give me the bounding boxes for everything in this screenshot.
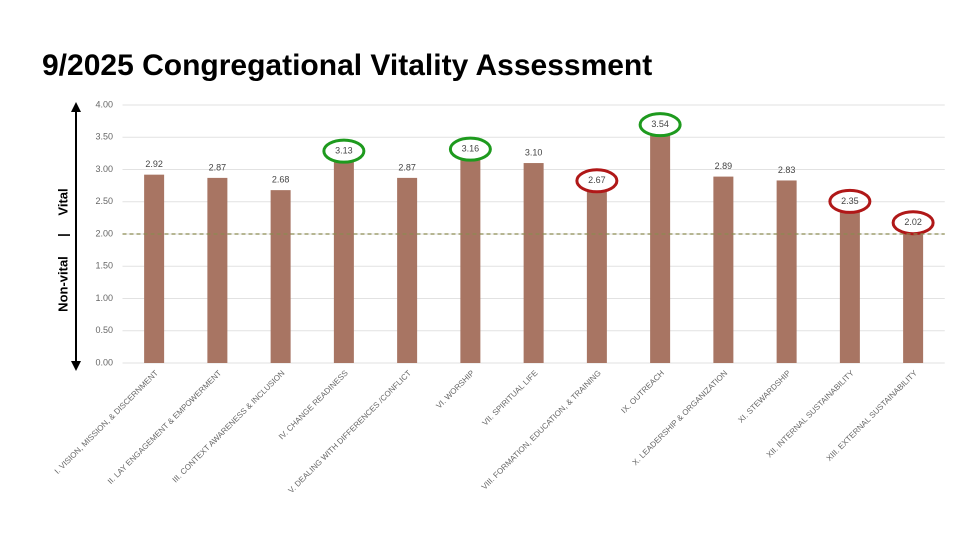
x-tick-label: VII. SPIRITUAL LIFE <box>481 369 540 428</box>
x-tick-label: VI. WORSHIP <box>434 369 476 411</box>
bar <box>903 232 924 363</box>
x-tick-label: II. LAY ENGAGEMENT & EMPOWERMENT <box>106 368 223 485</box>
highlight-circle <box>575 168 619 194</box>
value-label: 2.83 <box>778 165 796 175</box>
value-label: 2.87 <box>398 162 416 172</box>
y-tick-label: 3.50 <box>95 132 113 142</box>
y-tick-label: 0.00 <box>95 357 113 367</box>
value-label: 3.13 <box>335 145 353 155</box>
y-tick-label: 0.50 <box>95 325 113 335</box>
bar <box>713 176 734 363</box>
bar <box>144 174 165 363</box>
bar <box>586 190 607 363</box>
bar <box>523 163 544 363</box>
x-tick-label: III. CONTEXT AWARENESS & INCLUSION <box>171 368 287 484</box>
bar <box>460 159 481 363</box>
y-tick-label: 1.50 <box>95 261 113 271</box>
highlight-circle <box>638 112 682 138</box>
value-label: 2.35 <box>841 196 859 206</box>
value-label: 2.67 <box>588 175 606 185</box>
x-tick-label: IV. CHANGE READINESS <box>277 369 350 442</box>
bar <box>207 177 228 363</box>
y-tick-label: 4.00 <box>95 99 113 109</box>
bar <box>839 211 860 363</box>
zone-separator: | <box>55 233 70 237</box>
value-label: 2.92 <box>145 159 163 169</box>
y-tick-label: 2.00 <box>95 228 113 238</box>
y-tick-label: 1.00 <box>95 293 113 303</box>
bar <box>397 177 418 363</box>
bar <box>270 190 291 363</box>
value-label: 2.89 <box>715 161 733 171</box>
value-label: 2.87 <box>209 162 227 172</box>
chart-title: 9/2025 Congregational Vitality Assessmen… <box>42 49 652 82</box>
zone-upper-label: Vital <box>55 188 70 215</box>
zone-arrow <box>71 102 81 371</box>
highlight-circle <box>322 138 366 164</box>
x-tick-label: VIII. FORMATION, EDUCATION, & TRAINING <box>480 369 603 492</box>
highlight-circle <box>448 136 492 162</box>
value-label: 3.10 <box>525 147 543 157</box>
bar <box>776 180 797 363</box>
value-label: 2.68 <box>272 175 290 185</box>
x-tick-label: IX. OUTREACH <box>619 368 666 415</box>
value-label: 2.02 <box>904 217 922 227</box>
value-label: 3.16 <box>462 144 480 154</box>
highlight-circle <box>891 210 935 236</box>
bar <box>333 161 354 363</box>
value-label: 3.54 <box>651 119 669 129</box>
x-tick-label: V. DEALING WITH DIFFERENCES /CONFLICT <box>286 368 413 495</box>
zone-lower-label: Non-vital <box>55 256 70 312</box>
y-tick-label: 2.50 <box>95 196 113 206</box>
x-tick-label: I. VISION, MISSION, & DISCERNMENT <box>53 368 160 475</box>
highlight-circle <box>828 188 872 214</box>
y-tick-label: 3.00 <box>95 164 113 174</box>
bar <box>650 134 671 363</box>
x-tick-label: XI. STEWARDSHIP <box>736 369 792 425</box>
